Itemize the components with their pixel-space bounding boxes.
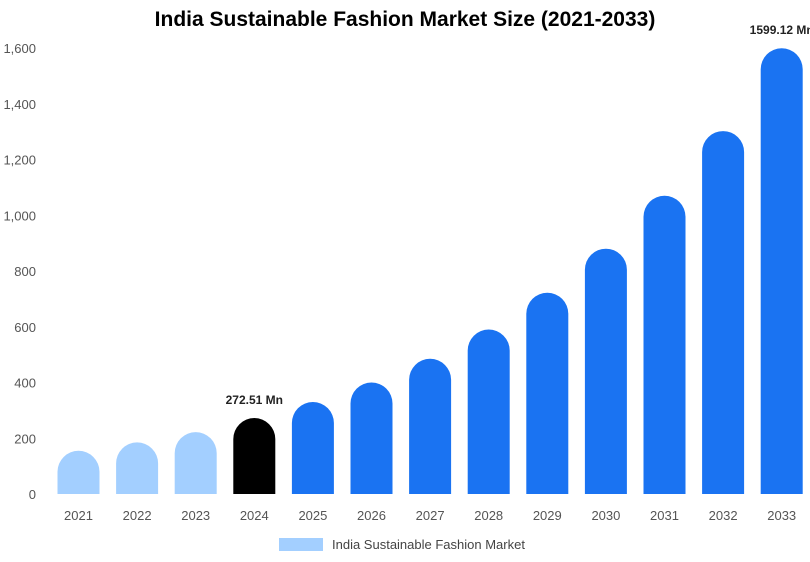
y-tick-label: 1,200	[3, 153, 36, 168]
bar-2030	[584, 248, 627, 494]
x-tick-label: 2033	[767, 508, 796, 523]
bar-2022	[116, 442, 159, 494]
x-tick-label: 2030	[591, 508, 620, 523]
bar-2027	[409, 358, 452, 494]
data-label-2024: 272.51 Mn	[226, 393, 283, 407]
bars-group	[57, 48, 803, 495]
bar-2025	[291, 402, 334, 494]
legend-label: India Sustainable Fashion Market	[332, 537, 525, 552]
x-tick-label: 2021	[64, 508, 93, 523]
legend: India Sustainable Fashion Market	[279, 537, 525, 552]
y-tick-label: 200	[14, 431, 36, 446]
y-tick-label: 0	[29, 487, 36, 502]
bar-2028	[467, 329, 510, 494]
bar-2033	[760, 48, 803, 494]
x-tick-label: 2032	[709, 508, 738, 523]
y-axis: 0 200 400 600 800 1,000 1,200 1,400 1,600	[3, 41, 36, 502]
x-axis: 2021 2022 2023 2024 2025 2026 2027 2028 2029 2030…	[64, 508, 796, 523]
bar-2029	[526, 292, 569, 494]
x-tick-label: 2026	[357, 508, 386, 523]
x-tick-label: 2031	[650, 508, 679, 523]
bar-2031	[643, 195, 686, 495]
y-tick-label: 400	[14, 376, 36, 391]
y-tick-label: 1,000	[3, 208, 36, 223]
y-tick-label: 1,400	[3, 97, 36, 112]
x-tick-label: 2029	[533, 508, 562, 523]
x-tick-label: 2024	[240, 508, 269, 523]
bar-2026	[350, 382, 393, 494]
bar-2021	[57, 450, 100, 494]
y-tick-label: 1,600	[3, 41, 36, 56]
data-labels-group: 272.51 Mn 1599.12 Mn	[226, 23, 810, 407]
legend-swatch	[279, 538, 323, 551]
y-tick-label: 600	[14, 320, 36, 335]
x-tick-label: 2025	[298, 508, 327, 523]
chart-title: India Sustainable Fashion Market Size (2…	[154, 8, 656, 31]
data-label-2033: 1599.12 Mn	[750, 23, 810, 37]
x-tick-label: 2022	[123, 508, 152, 523]
bar-2024	[233, 418, 276, 494]
y-tick-label: 800	[14, 264, 36, 279]
x-tick-label: 2027	[416, 508, 445, 523]
x-tick-label: 2023	[181, 508, 210, 523]
x-tick-label: 2028	[474, 508, 503, 523]
bar-2023	[174, 432, 217, 494]
bar-2032	[702, 131, 745, 494]
